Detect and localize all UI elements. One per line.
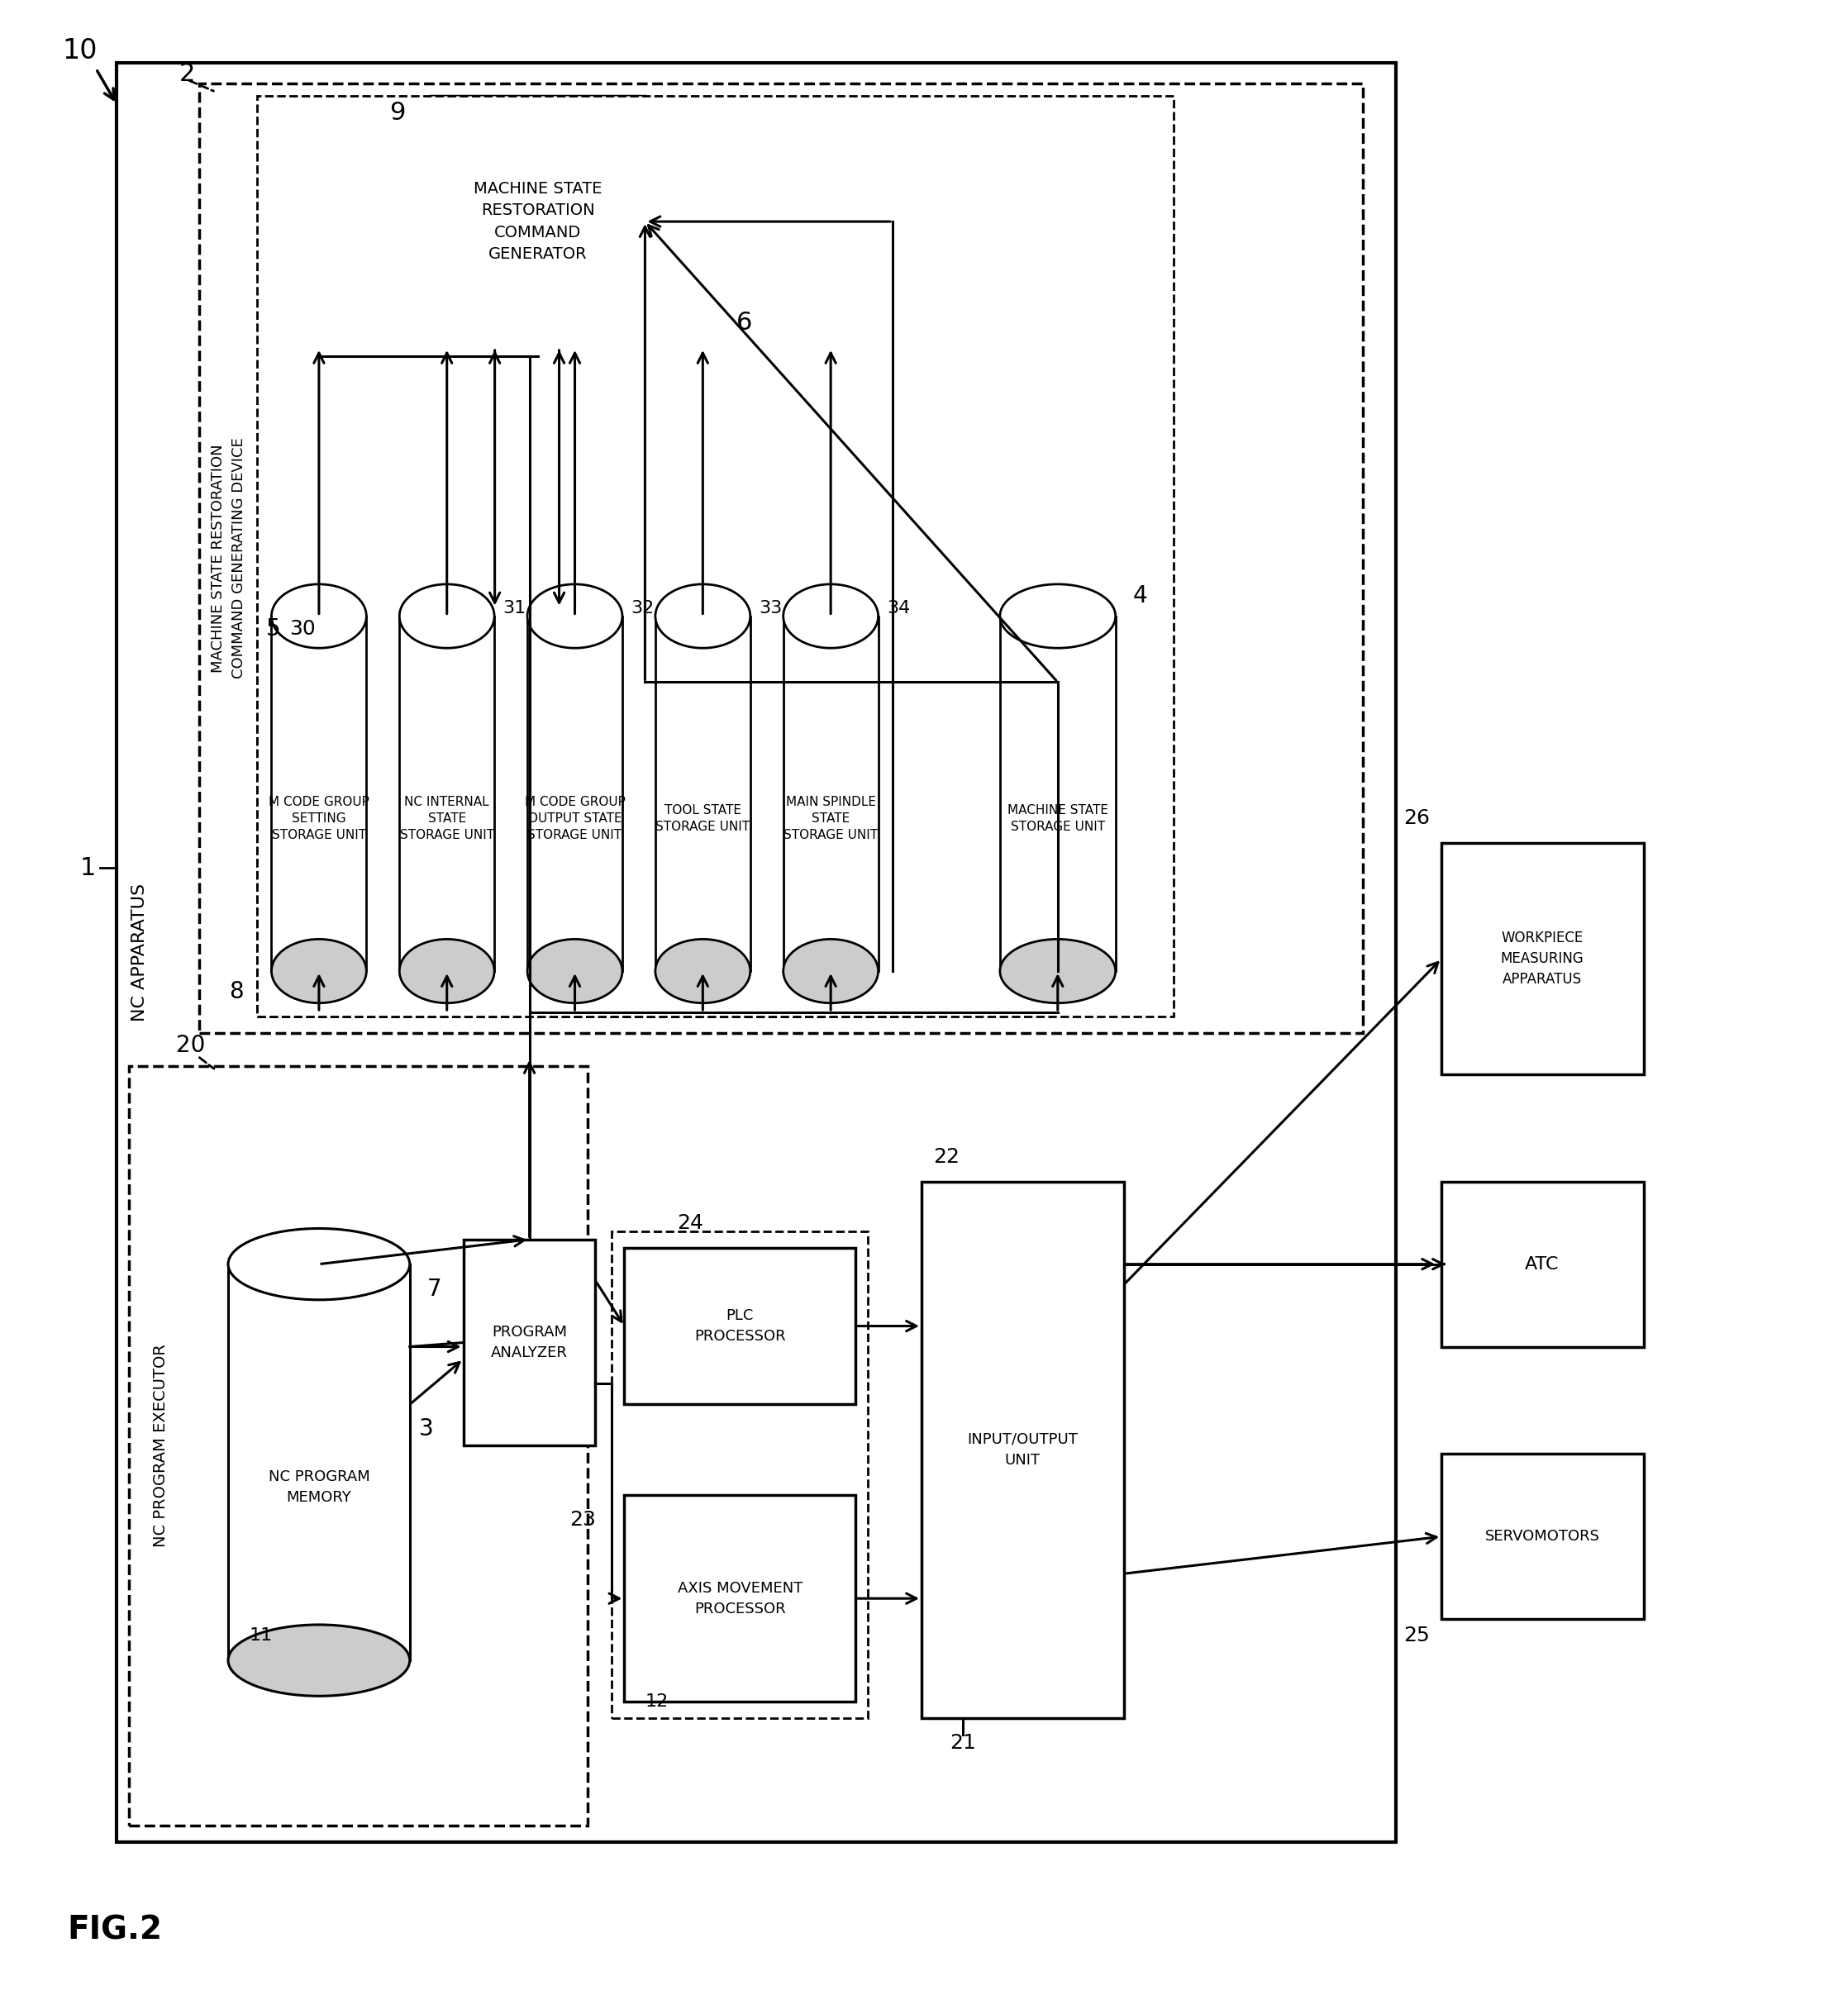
Text: 5: 5 — [266, 616, 281, 640]
Text: 8: 8 — [229, 981, 244, 1003]
Ellipse shape — [272, 584, 366, 649]
Text: NC PROGRAM EXECUTOR: NC PROGRAM EXECUTOR — [153, 1343, 168, 1547]
Text: 4: 4 — [1133, 584, 1148, 606]
Text: ATC: ATC — [1525, 1257, 1560, 1273]
Text: 2: 2 — [179, 62, 194, 87]
Text: MAIN SPINDLE
STATE
STORAGE UNIT: MAIN SPINDLE STATE STORAGE UNIT — [784, 796, 878, 842]
Ellipse shape — [399, 939, 495, 1003]
Text: 20: 20 — [176, 1033, 205, 1057]
Text: 33: 33 — [760, 600, 782, 616]
Text: 34: 34 — [887, 600, 909, 616]
Text: 12: 12 — [645, 1694, 669, 1710]
Text: SERVOMOTORS: SERVOMOTORS — [1484, 1529, 1600, 1545]
Bar — [272, 616, 366, 971]
Ellipse shape — [399, 584, 495, 649]
Text: MACHINE STATE
RESTORATION
COMMAND
GENERATOR: MACHINE STATE RESTORATION COMMAND GENERA… — [473, 181, 602, 262]
Text: WORKPIECE
MEASURING
APPARATUS: WORKPIECE MEASURING APPARATUS — [1501, 930, 1584, 987]
Ellipse shape — [1000, 939, 1116, 1003]
Ellipse shape — [227, 1229, 410, 1299]
Ellipse shape — [784, 584, 878, 649]
Text: NC INTERNAL
STATE
STORAGE UNIT: NC INTERNAL STATE STORAGE UNIT — [399, 796, 493, 842]
Bar — [227, 1265, 410, 1660]
Text: NC APPARATUS: NC APPARATUS — [131, 882, 148, 1021]
Text: MACHINE STATE RESTORATION
COMMAND GENERATING DEVICE: MACHINE STATE RESTORATION COMMAND GENERA… — [211, 437, 246, 679]
Text: 26: 26 — [1404, 808, 1430, 828]
Text: 21: 21 — [950, 1732, 976, 1752]
Ellipse shape — [656, 584, 750, 649]
Bar — [784, 616, 878, 971]
Bar — [1000, 616, 1116, 971]
Bar — [431, 97, 645, 348]
Bar — [625, 1494, 856, 1702]
Bar — [200, 85, 1364, 1033]
Text: 11: 11 — [249, 1627, 274, 1643]
Text: PLC
PROCESSOR: PLC PROCESSOR — [695, 1309, 785, 1343]
Text: 7: 7 — [427, 1277, 442, 1301]
Text: 24: 24 — [676, 1212, 704, 1233]
Text: MACHINE STATE
STORAGE UNIT: MACHINE STATE STORAGE UNIT — [1007, 804, 1109, 832]
Ellipse shape — [656, 939, 750, 1003]
Text: M CODE GROUP
OUTPUT STATE
STORAGE UNIT: M CODE GROUP OUTPUT STATE STORAGE UNIT — [525, 796, 625, 842]
Text: 9: 9 — [390, 101, 405, 125]
Bar — [399, 616, 495, 971]
Bar — [612, 1231, 869, 1718]
Text: 31: 31 — [503, 600, 527, 616]
Text: TOOL STATE
STORAGE UNIT: TOOL STATE STORAGE UNIT — [656, 804, 750, 832]
Text: 23: 23 — [569, 1510, 597, 1531]
Bar — [129, 1065, 588, 1825]
Text: 32: 32 — [630, 600, 654, 616]
Ellipse shape — [272, 939, 366, 1003]
Bar — [1441, 1182, 1643, 1347]
Text: 6: 6 — [736, 310, 752, 334]
Ellipse shape — [527, 584, 623, 649]
Ellipse shape — [1000, 584, 1116, 649]
Bar — [922, 1182, 1124, 1718]
Text: PROGRAM
ANALYZER: PROGRAM ANALYZER — [492, 1325, 567, 1359]
Bar — [1441, 1454, 1643, 1619]
Text: 10: 10 — [63, 36, 98, 64]
Ellipse shape — [527, 939, 623, 1003]
Text: 1: 1 — [79, 856, 96, 880]
Bar — [527, 616, 623, 971]
Ellipse shape — [784, 939, 878, 1003]
Text: NC PROGRAM
MEMORY: NC PROGRAM MEMORY — [268, 1470, 370, 1504]
Text: 3: 3 — [419, 1418, 434, 1440]
Text: FIG.2: FIG.2 — [67, 1915, 163, 1946]
Text: INPUT/OUTPUT
UNIT: INPUT/OUTPUT UNIT — [967, 1432, 1077, 1468]
Text: 25: 25 — [1404, 1625, 1430, 1645]
Bar — [1441, 844, 1643, 1073]
Bar — [257, 97, 1173, 1017]
Text: 22: 22 — [933, 1146, 959, 1166]
Bar — [625, 1247, 856, 1404]
Bar — [656, 616, 750, 971]
Bar — [257, 604, 909, 1017]
Ellipse shape — [227, 1625, 410, 1696]
Bar — [116, 62, 1395, 1843]
Text: M CODE GROUP
SETTING
STORAGE UNIT: M CODE GROUP SETTING STORAGE UNIT — [268, 796, 370, 842]
Text: AXIS MOVEMENT
PROCESSOR: AXIS MOVEMENT PROCESSOR — [678, 1581, 802, 1615]
Bar — [464, 1239, 595, 1446]
Text: 30: 30 — [290, 618, 316, 638]
